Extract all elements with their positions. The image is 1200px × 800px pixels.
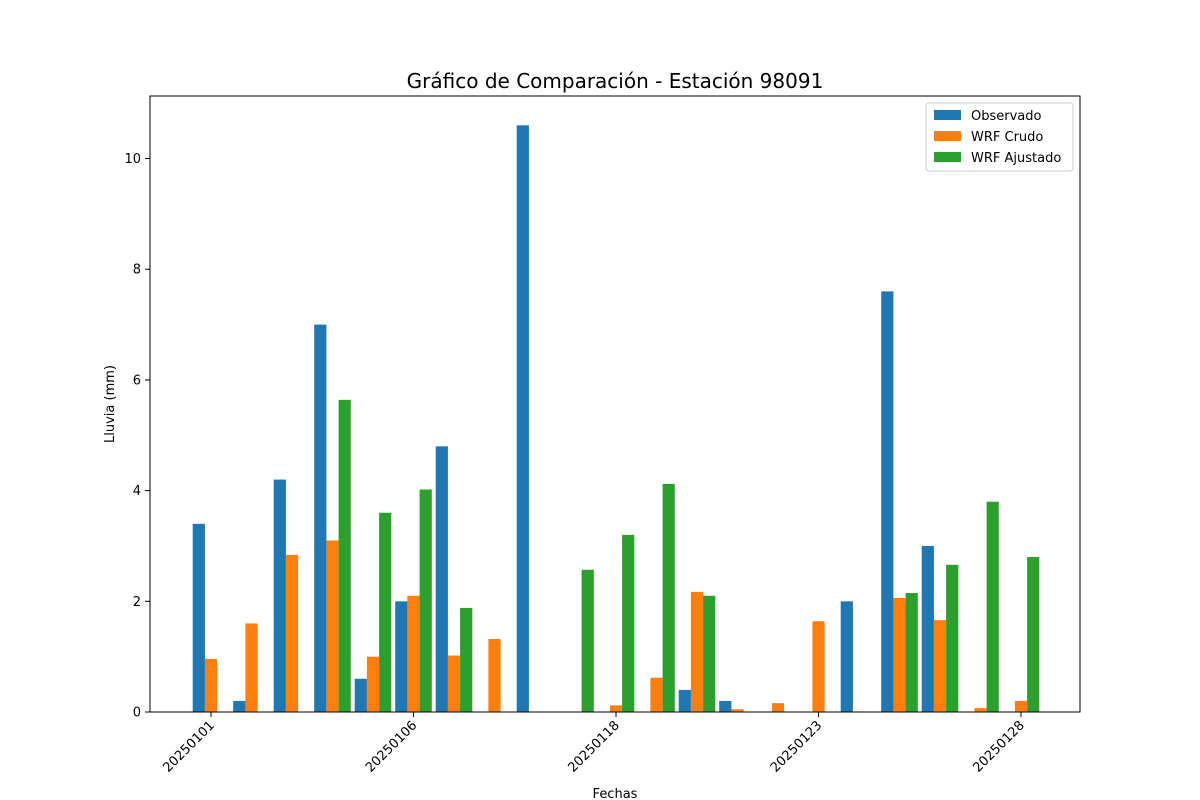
bar-wrf-crudo-15 xyxy=(812,621,825,712)
bar-wrf-ajustado-5 xyxy=(419,489,432,712)
bar-wrf-crudo-18 xyxy=(933,620,947,712)
bar-wrf-crudo-1 xyxy=(245,623,258,712)
bar-wrf-ajustado-17 xyxy=(905,593,918,712)
bar-wrf-crudo-19 xyxy=(974,708,987,712)
y-tick-label: 10 xyxy=(124,152,141,167)
bar-wrf-ajustado-10 xyxy=(622,534,635,712)
legend-swatch xyxy=(934,152,961,162)
bar-observado-13 xyxy=(719,700,732,712)
legend-label: WRF Crudo xyxy=(971,130,1043,145)
y-tick-label: 4 xyxy=(133,484,141,499)
bar-observado-1 xyxy=(233,700,246,712)
bar-wrf-crudo-3 xyxy=(326,540,339,712)
bar-observado-17 xyxy=(881,291,894,712)
x-tick-label: 20250123 xyxy=(768,718,825,775)
bar-wrf-crudo-6 xyxy=(447,655,461,712)
bar-observado-16 xyxy=(840,601,853,712)
legend-box xyxy=(925,102,1074,172)
plot-frame xyxy=(149,95,1081,713)
bar-wrf-crudo-12 xyxy=(690,591,704,712)
y-tick-label: 0 xyxy=(133,706,141,721)
bar-wrf-crudo-4 xyxy=(366,656,380,712)
legend-swatch xyxy=(934,131,961,141)
x-tick-label: 20250106 xyxy=(363,718,420,775)
x-tick-label: 20250128 xyxy=(970,718,1027,775)
legend: Observado WRF Crudo WRF Ajustado xyxy=(925,102,1074,172)
bar-wrf-ajustado-12 xyxy=(703,595,716,712)
legend-swatch xyxy=(934,110,961,120)
bar-wrf-crudo-13 xyxy=(731,709,744,712)
y-tick-label: 8 xyxy=(133,263,141,278)
bar-observado-3 xyxy=(314,324,327,712)
bar-observado-12 xyxy=(678,689,691,712)
bar-wrf-ajustado-11 xyxy=(662,483,675,712)
x-axis: 20250101 20250106 20250118 20250123 20250128 xyxy=(160,712,1028,776)
x-tick-label: 20250101 xyxy=(160,718,217,775)
plot-area xyxy=(149,95,1081,713)
bar-observado-0 xyxy=(192,523,205,712)
bar-wrf-crudo-5 xyxy=(407,595,420,712)
bar-observado-8 xyxy=(516,125,529,712)
bar-wrf-ajustado-4 xyxy=(379,512,392,712)
bar-wrf-crudo-17 xyxy=(893,597,906,712)
bar-wrf-ajustado-18 xyxy=(946,564,959,712)
bar-observado-6 xyxy=(435,446,448,712)
bar-observado-5 xyxy=(395,601,408,712)
bar-wrf-crudo-20 xyxy=(1014,700,1028,712)
bar-wrf-crudo-14 xyxy=(771,703,785,712)
chart-title: Gráfico de Comparación - Estación 98091 xyxy=(407,69,824,93)
y-axis: 0 2 4 6 8 10 xyxy=(124,152,150,721)
bar-wrf-ajustado-6 xyxy=(460,607,473,712)
legend-label: Observado xyxy=(971,109,1042,124)
bar-observado-4 xyxy=(354,678,367,712)
bar-wrf-crudo-2 xyxy=(285,554,299,712)
bar-wrf-crudo-11 xyxy=(650,677,663,712)
bar-wrf-ajustado-19 xyxy=(986,501,999,712)
y-tick-label: 2 xyxy=(133,595,141,610)
x-tick-label: 20250118 xyxy=(565,718,622,775)
legend-label: WRF Ajustado xyxy=(971,151,1061,166)
bar-wrf-crudo-0 xyxy=(204,658,218,712)
bar-wrf-ajustado-3 xyxy=(338,399,351,712)
x-axis-label: Fechas xyxy=(593,787,638,800)
y-axis-label: Lluvia (mm) xyxy=(103,365,118,443)
bar-observado-2 xyxy=(273,479,286,712)
bar-observado-18 xyxy=(921,545,934,712)
bar-wrf-ajustado-9 xyxy=(581,569,594,712)
y-tick-label: 6 xyxy=(133,373,141,388)
bar-wrf-crudo-7 xyxy=(488,638,501,712)
bar-wrf-ajustado-20 xyxy=(1027,557,1040,712)
bar-wrf-crudo-10 xyxy=(609,705,623,712)
